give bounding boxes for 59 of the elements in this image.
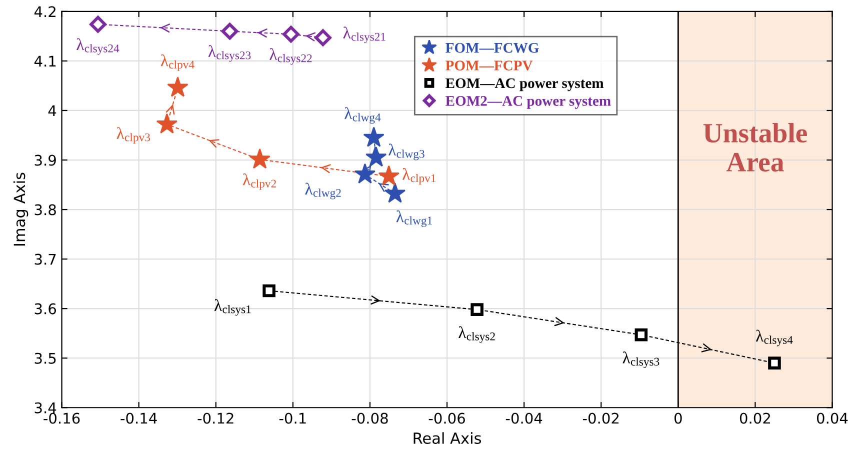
legend-label: FOM—FCWG xyxy=(446,42,539,53)
annotation: λ$_{clwg2}$ xyxy=(305,182,341,200)
annotation: λ$_{clsys1}$ xyxy=(214,299,251,316)
y-tick-label: 4.2 xyxy=(34,6,56,17)
point xyxy=(768,356,781,370)
legend-label: EOM—AC power system xyxy=(446,78,604,92)
annotation: λ$_{clsys21}$ xyxy=(343,26,386,44)
annotation: λ$_{clsys24}$ xyxy=(76,38,120,55)
x-tick-label: 0.04 xyxy=(816,412,848,424)
y-tick-label: 3.4 xyxy=(34,402,56,414)
point xyxy=(221,22,238,40)
y-tick-label: 4 xyxy=(48,105,56,116)
point xyxy=(470,303,484,316)
annotation: λ$_{clsys23}$ xyxy=(208,45,251,62)
y-tick-label: 3.9 xyxy=(34,154,56,166)
point xyxy=(167,76,188,97)
x-tick-label: -0.04 xyxy=(506,412,542,424)
x-tick-label: -0.08 xyxy=(352,412,388,424)
y-axis-title: Imag Axis xyxy=(13,172,28,246)
point xyxy=(262,284,276,298)
annotation: λ$_{clsys3}$ xyxy=(622,351,660,368)
band-label: Unstable Area xyxy=(703,122,807,172)
x-tick-label: -0.06 xyxy=(428,412,465,424)
x-tick-label: -0.14 xyxy=(120,412,157,424)
point xyxy=(634,328,648,342)
annotation: λ$_{clsys22}$ xyxy=(270,48,312,65)
annotation: λ$_{clsys4}$ xyxy=(756,330,793,346)
point xyxy=(354,163,376,184)
annotation: λ$_{clpv1}$ xyxy=(402,168,436,185)
x-tick-label: -0.1 xyxy=(279,412,306,424)
legend-label: EOM2—AC power system xyxy=(446,96,611,109)
x-axis-title: Real Axis xyxy=(414,432,482,444)
annotation: λ$_{clwg4}$ xyxy=(344,107,381,124)
annotation: λ$_{clsys2}$ xyxy=(458,326,495,343)
point xyxy=(366,146,387,167)
point xyxy=(156,113,178,134)
annotation: λ$_{clpv4}$ xyxy=(160,54,194,71)
legend-label: POM—FCPV xyxy=(446,60,533,71)
annotation: λ$_{clpv2}$ xyxy=(242,173,276,190)
y-tick-label: 4.1 xyxy=(34,56,56,67)
y-tick-label: 3.8 xyxy=(34,204,56,216)
x-tick-label: -0.16 xyxy=(44,412,80,424)
point xyxy=(282,26,300,43)
point xyxy=(378,165,400,186)
x-tick-label: 0 xyxy=(674,412,682,424)
annotation: λ$_{clpv3}$ xyxy=(116,127,150,144)
point xyxy=(363,126,384,147)
point xyxy=(384,182,406,203)
annotation: λ$_{clwg3}$ xyxy=(388,144,424,160)
point xyxy=(314,29,332,46)
annotation: λ$_{clwg1}$ xyxy=(396,210,432,227)
x-tick-label: -0.02 xyxy=(582,412,619,424)
x-tick-label: 0.02 xyxy=(740,412,770,424)
y-tick-label: 3.5 xyxy=(34,352,56,364)
x-tick-label: -0.12 xyxy=(198,412,234,424)
point xyxy=(90,16,106,33)
y-tick-label: 3.7 xyxy=(34,254,56,265)
point xyxy=(249,148,270,169)
y-tick-label: 3.6 xyxy=(34,303,56,314)
